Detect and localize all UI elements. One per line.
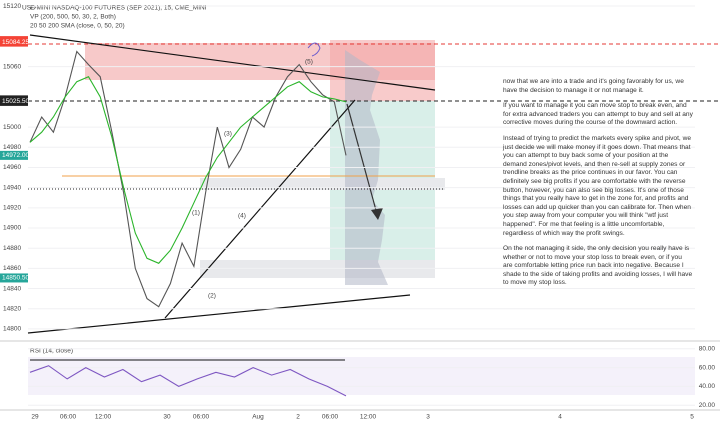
note: If you want to manage it you can move st… (503, 102, 693, 127)
currency: USD (22, 5, 36, 12)
time-label: 12:00 (95, 414, 112, 421)
y-tick-label: 14880 (3, 245, 21, 252)
notes: now that we are into a trade and it's go… (503, 78, 693, 295)
y-tick-label: 14980 (3, 144, 21, 151)
y-tick-label: 14900 (3, 225, 21, 232)
demand-zone (200, 260, 435, 278)
time-label: 06:00 (60, 414, 77, 421)
price-tag (0, 150, 28, 160)
drawing (307, 42, 321, 57)
time-label: 30 (163, 414, 171, 421)
series-line (29, 50, 347, 308)
y-tick-label: 60.00 (699, 364, 716, 371)
y-tick-label: 14920 (3, 205, 21, 212)
wave-label: (3) (224, 131, 232, 138)
time-label: 12:00 (360, 414, 377, 421)
y-tick-label: 40.00 (699, 383, 716, 390)
legend-text: VP (200, 500, 50, 30, 2, Both) (30, 14, 116, 21)
y-tick-label: 14960 (3, 164, 21, 171)
time-label: 2 (296, 414, 300, 421)
y-tick-label: 15000 (3, 124, 21, 131)
y-tick-label: 15120 (3, 3, 21, 10)
y-tick-label: 14820 (3, 305, 21, 312)
legend-text: E-MINI NASDAQ-100 FUTURES (SEP 2021), 15… (30, 5, 207, 12)
wave-label: (5) (305, 59, 313, 66)
trendline (164, 99, 356, 319)
wave-label: (4) (238, 213, 246, 220)
series-line (29, 365, 347, 397)
y-tick-label: 80.00 (699, 345, 716, 352)
time-label: 3 (426, 414, 430, 421)
time-label: 29 (31, 414, 39, 421)
price-tag (0, 37, 28, 47)
price-tag-label: 15084.25 (2, 39, 29, 46)
time-label: 06:00 (322, 414, 339, 421)
series-line (29, 76, 347, 264)
wave-label: (1) (192, 210, 200, 217)
price-tag (0, 273, 28, 283)
y-tick-label: 14940 (3, 184, 21, 191)
y-tick-label: 14800 (3, 326, 21, 333)
price-tag-label: 15025.50 (2, 98, 29, 105)
rsi-band (28, 357, 695, 395)
time-label: 4 (558, 414, 562, 421)
rsi-title: RSI (14, close) (30, 348, 73, 355)
arrow-head (371, 208, 383, 220)
price-tag-label: 14972.00 (2, 152, 29, 159)
y-tick-label: 15060 (3, 63, 21, 70)
price-tag (0, 96, 28, 106)
y-tick-label: 14860 (3, 265, 21, 272)
arrow (346, 103, 378, 215)
y-tick-label: 20.00 (699, 402, 716, 409)
note: now that we are into a trade and it's go… (503, 78, 684, 94)
trendline (27, 294, 411, 334)
note: Instead of trying to predict the markets… (503, 134, 692, 237)
time-label: 5 (690, 414, 694, 421)
note: On the not managing it side, the only de… (503, 245, 693, 287)
time-label: 06:00 (193, 414, 210, 421)
wave-label: (2) (208, 293, 216, 300)
legend-text: 20 50 200 SMA (close, 0, 50, 20) (30, 23, 125, 30)
price-tag-label: 14850.50 (2, 275, 29, 282)
time-label: Aug (252, 414, 264, 421)
demand-zone (200, 178, 445, 190)
y-tick-label: 14840 (3, 285, 21, 292)
trendline (29, 34, 436, 91)
